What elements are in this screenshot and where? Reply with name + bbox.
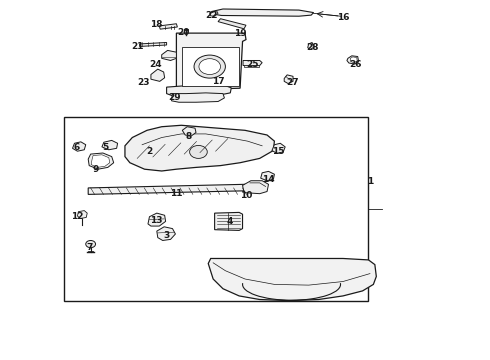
Circle shape bbox=[86, 240, 96, 248]
Polygon shape bbox=[243, 60, 262, 66]
Circle shape bbox=[194, 55, 225, 78]
Polygon shape bbox=[272, 143, 285, 153]
Text: 6: 6 bbox=[74, 143, 80, 152]
Text: 24: 24 bbox=[149, 60, 162, 69]
Text: 3: 3 bbox=[164, 231, 170, 240]
Text: 4: 4 bbox=[226, 217, 233, 226]
Polygon shape bbox=[184, 29, 188, 30]
Polygon shape bbox=[284, 75, 293, 84]
Polygon shape bbox=[244, 65, 259, 67]
Polygon shape bbox=[167, 85, 231, 96]
Polygon shape bbox=[176, 33, 246, 90]
Text: 7: 7 bbox=[86, 243, 93, 252]
Polygon shape bbox=[73, 142, 86, 151]
Polygon shape bbox=[148, 213, 166, 226]
Circle shape bbox=[199, 59, 221, 75]
Text: 22: 22 bbox=[205, 11, 218, 20]
Polygon shape bbox=[308, 42, 314, 50]
Text: 23: 23 bbox=[137, 78, 149, 87]
Polygon shape bbox=[350, 57, 357, 63]
Polygon shape bbox=[102, 140, 118, 150]
Text: 25: 25 bbox=[246, 60, 259, 69]
Text: 13: 13 bbox=[149, 216, 162, 225]
Polygon shape bbox=[91, 155, 110, 167]
Polygon shape bbox=[210, 11, 218, 16]
Text: 20: 20 bbox=[177, 28, 190, 37]
Polygon shape bbox=[215, 212, 243, 230]
Bar bbox=[64, 117, 368, 301]
Text: 2: 2 bbox=[147, 148, 152, 157]
Text: 12: 12 bbox=[71, 212, 84, 220]
Text: 17: 17 bbox=[212, 77, 224, 86]
Polygon shape bbox=[159, 24, 177, 29]
Text: 15: 15 bbox=[272, 148, 285, 157]
Text: 27: 27 bbox=[287, 78, 299, 87]
Polygon shape bbox=[182, 127, 196, 136]
Polygon shape bbox=[172, 93, 224, 102]
Text: 10: 10 bbox=[240, 191, 252, 200]
Text: 28: 28 bbox=[306, 44, 319, 53]
Polygon shape bbox=[243, 181, 269, 194]
Text: 5: 5 bbox=[102, 143, 108, 152]
Text: 14: 14 bbox=[262, 175, 274, 184]
Polygon shape bbox=[140, 42, 167, 46]
Polygon shape bbox=[261, 171, 274, 181]
Polygon shape bbox=[182, 47, 239, 86]
Text: 18: 18 bbox=[149, 20, 162, 29]
Text: 26: 26 bbox=[349, 60, 362, 69]
Polygon shape bbox=[88, 153, 114, 169]
Text: 8: 8 bbox=[186, 132, 192, 141]
Text: 19: 19 bbox=[234, 30, 246, 39]
Polygon shape bbox=[157, 227, 175, 240]
Polygon shape bbox=[77, 211, 87, 219]
Text: 1: 1 bbox=[367, 177, 373, 186]
Text: 21: 21 bbox=[131, 42, 144, 51]
Polygon shape bbox=[88, 184, 246, 194]
Polygon shape bbox=[208, 258, 376, 301]
Text: 29: 29 bbox=[168, 93, 181, 102]
Polygon shape bbox=[162, 50, 176, 60]
Text: 16: 16 bbox=[337, 13, 349, 22]
Circle shape bbox=[190, 145, 207, 158]
Polygon shape bbox=[125, 125, 274, 171]
Polygon shape bbox=[211, 9, 314, 16]
Polygon shape bbox=[151, 69, 165, 81]
Polygon shape bbox=[218, 19, 246, 29]
Text: 11: 11 bbox=[170, 189, 183, 198]
Polygon shape bbox=[347, 56, 359, 64]
Text: 9: 9 bbox=[92, 165, 99, 174]
